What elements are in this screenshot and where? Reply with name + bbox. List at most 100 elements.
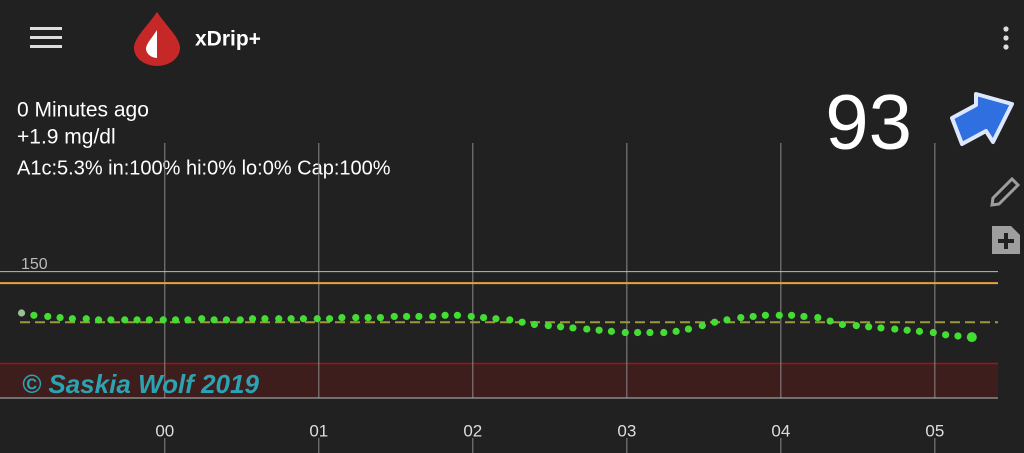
reading-dot — [429, 312, 437, 321]
menu-bar — [30, 36, 62, 39]
reading-dot — [198, 315, 206, 323]
reading-dot — [30, 311, 38, 319]
reading-dot — [954, 332, 962, 340]
reading-dot — [814, 313, 822, 322]
reading-dot — [171, 316, 180, 324]
reading-dot — [915, 327, 924, 335]
reading-dot — [299, 315, 308, 323]
reading-dot — [121, 316, 129, 324]
reading-dot — [133, 316, 141, 324]
reading-dot — [775, 311, 783, 319]
app-logo — [134, 12, 180, 66]
reading-dot — [68, 315, 76, 323]
x-tick-label: 03 — [617, 421, 636, 440]
x-tick-label: 01 — [309, 421, 328, 440]
reading-dot — [261, 315, 269, 323]
reading-dot — [544, 322, 552, 330]
reading-dot — [891, 325, 899, 333]
chart: 00 01 02 03 04 05 150 — [0, 143, 998, 453]
delta: +1.9 mg/dl — [17, 126, 116, 149]
reading-dot — [698, 322, 706, 330]
reading-dot — [530, 320, 539, 329]
y-tick-label: 150 — [21, 256, 48, 273]
reading-dot — [222, 316, 230, 324]
reading-dot — [723, 316, 731, 324]
x-tick-label: 04 — [771, 421, 790, 440]
reading: 93 — [825, 78, 912, 166]
reading-dot — [467, 312, 475, 321]
reading-dot — [737, 313, 745, 322]
reading-dot — [711, 318, 719, 326]
menu-bar — [30, 45, 62, 48]
dot — [1003, 44, 1009, 50]
add-note-button[interactable] — [992, 226, 1020, 254]
overflow-menu[interactable] — [1003, 26, 1009, 50]
reading-dot — [159, 316, 167, 324]
trend-arrow — [950, 92, 1014, 146]
reading-dot — [376, 313, 385, 322]
reading-dot — [415, 312, 423, 321]
edit-button[interactable] — [990, 176, 1021, 207]
reading-dot — [313, 315, 321, 323]
plus — [998, 239, 1014, 243]
reading-dot — [929, 328, 937, 337]
reading-dot — [684, 325, 693, 333]
reading-dot — [966, 332, 977, 343]
reading-dot — [569, 324, 577, 332]
reading-dot — [44, 312, 52, 321]
reading-dot — [877, 324, 885, 332]
reading-dot — [56, 313, 64, 322]
reading-dot — [788, 311, 796, 319]
reading-dot — [453, 311, 462, 319]
reading-dot — [248, 315, 257, 323]
reading-dot — [621, 328, 629, 337]
reading-dot — [236, 316, 244, 324]
reading-dot — [492, 315, 500, 323]
reading-dot — [506, 316, 514, 324]
reading-dot — [17, 309, 26, 317]
low-zone — [0, 363, 998, 398]
reading-dot — [210, 316, 218, 324]
reading-dot — [145, 316, 153, 324]
reading-dot — [107, 316, 115, 324]
reading-dot — [325, 315, 334, 323]
reading-dot — [903, 326, 911, 334]
reading-dot — [518, 318, 526, 326]
x-tick-label: 00 — [155, 421, 174, 440]
reading-dot — [646, 328, 654, 337]
dot — [1003, 35, 1009, 41]
stats: A1c:5.3% in:100% hi:0% lo:0% Cap:100% — [17, 157, 391, 179]
app-title: xDrip+ — [195, 28, 261, 51]
pencil — [990, 176, 1021, 207]
reading-dot — [338, 313, 346, 322]
reading-dot — [852, 322, 860, 330]
reading-dot — [402, 312, 411, 321]
reading-dot — [838, 320, 847, 329]
reading-dot — [287, 315, 295, 323]
menu-bar — [30, 27, 62, 30]
x-tick-label: 02 — [463, 421, 482, 440]
reading-dot — [865, 323, 873, 331]
watermark: © Saskia Wolf 2019 — [22, 369, 259, 399]
reading-dot — [826, 317, 834, 325]
reading-dot — [672, 327, 680, 335]
reading-dot — [660, 328, 668, 337]
dot — [1003, 26, 1009, 32]
reading-dot — [275, 315, 283, 323]
reading-dot — [390, 312, 398, 321]
reading-dot — [595, 326, 603, 334]
reading-dot — [479, 313, 488, 322]
reading-dot — [441, 311, 449, 319]
x-tick-label: 05 — [925, 421, 944, 440]
reading-dot — [800, 312, 808, 321]
reading-dot — [184, 316, 192, 324]
reading-dot — [94, 316, 103, 324]
reading-dot — [942, 331, 950, 339]
reading-dot — [82, 315, 90, 323]
reading-dot — [749, 312, 757, 321]
reading-dot — [352, 313, 360, 322]
drop-half — [146, 30, 157, 59]
menu-button[interactable] — [30, 27, 62, 48]
